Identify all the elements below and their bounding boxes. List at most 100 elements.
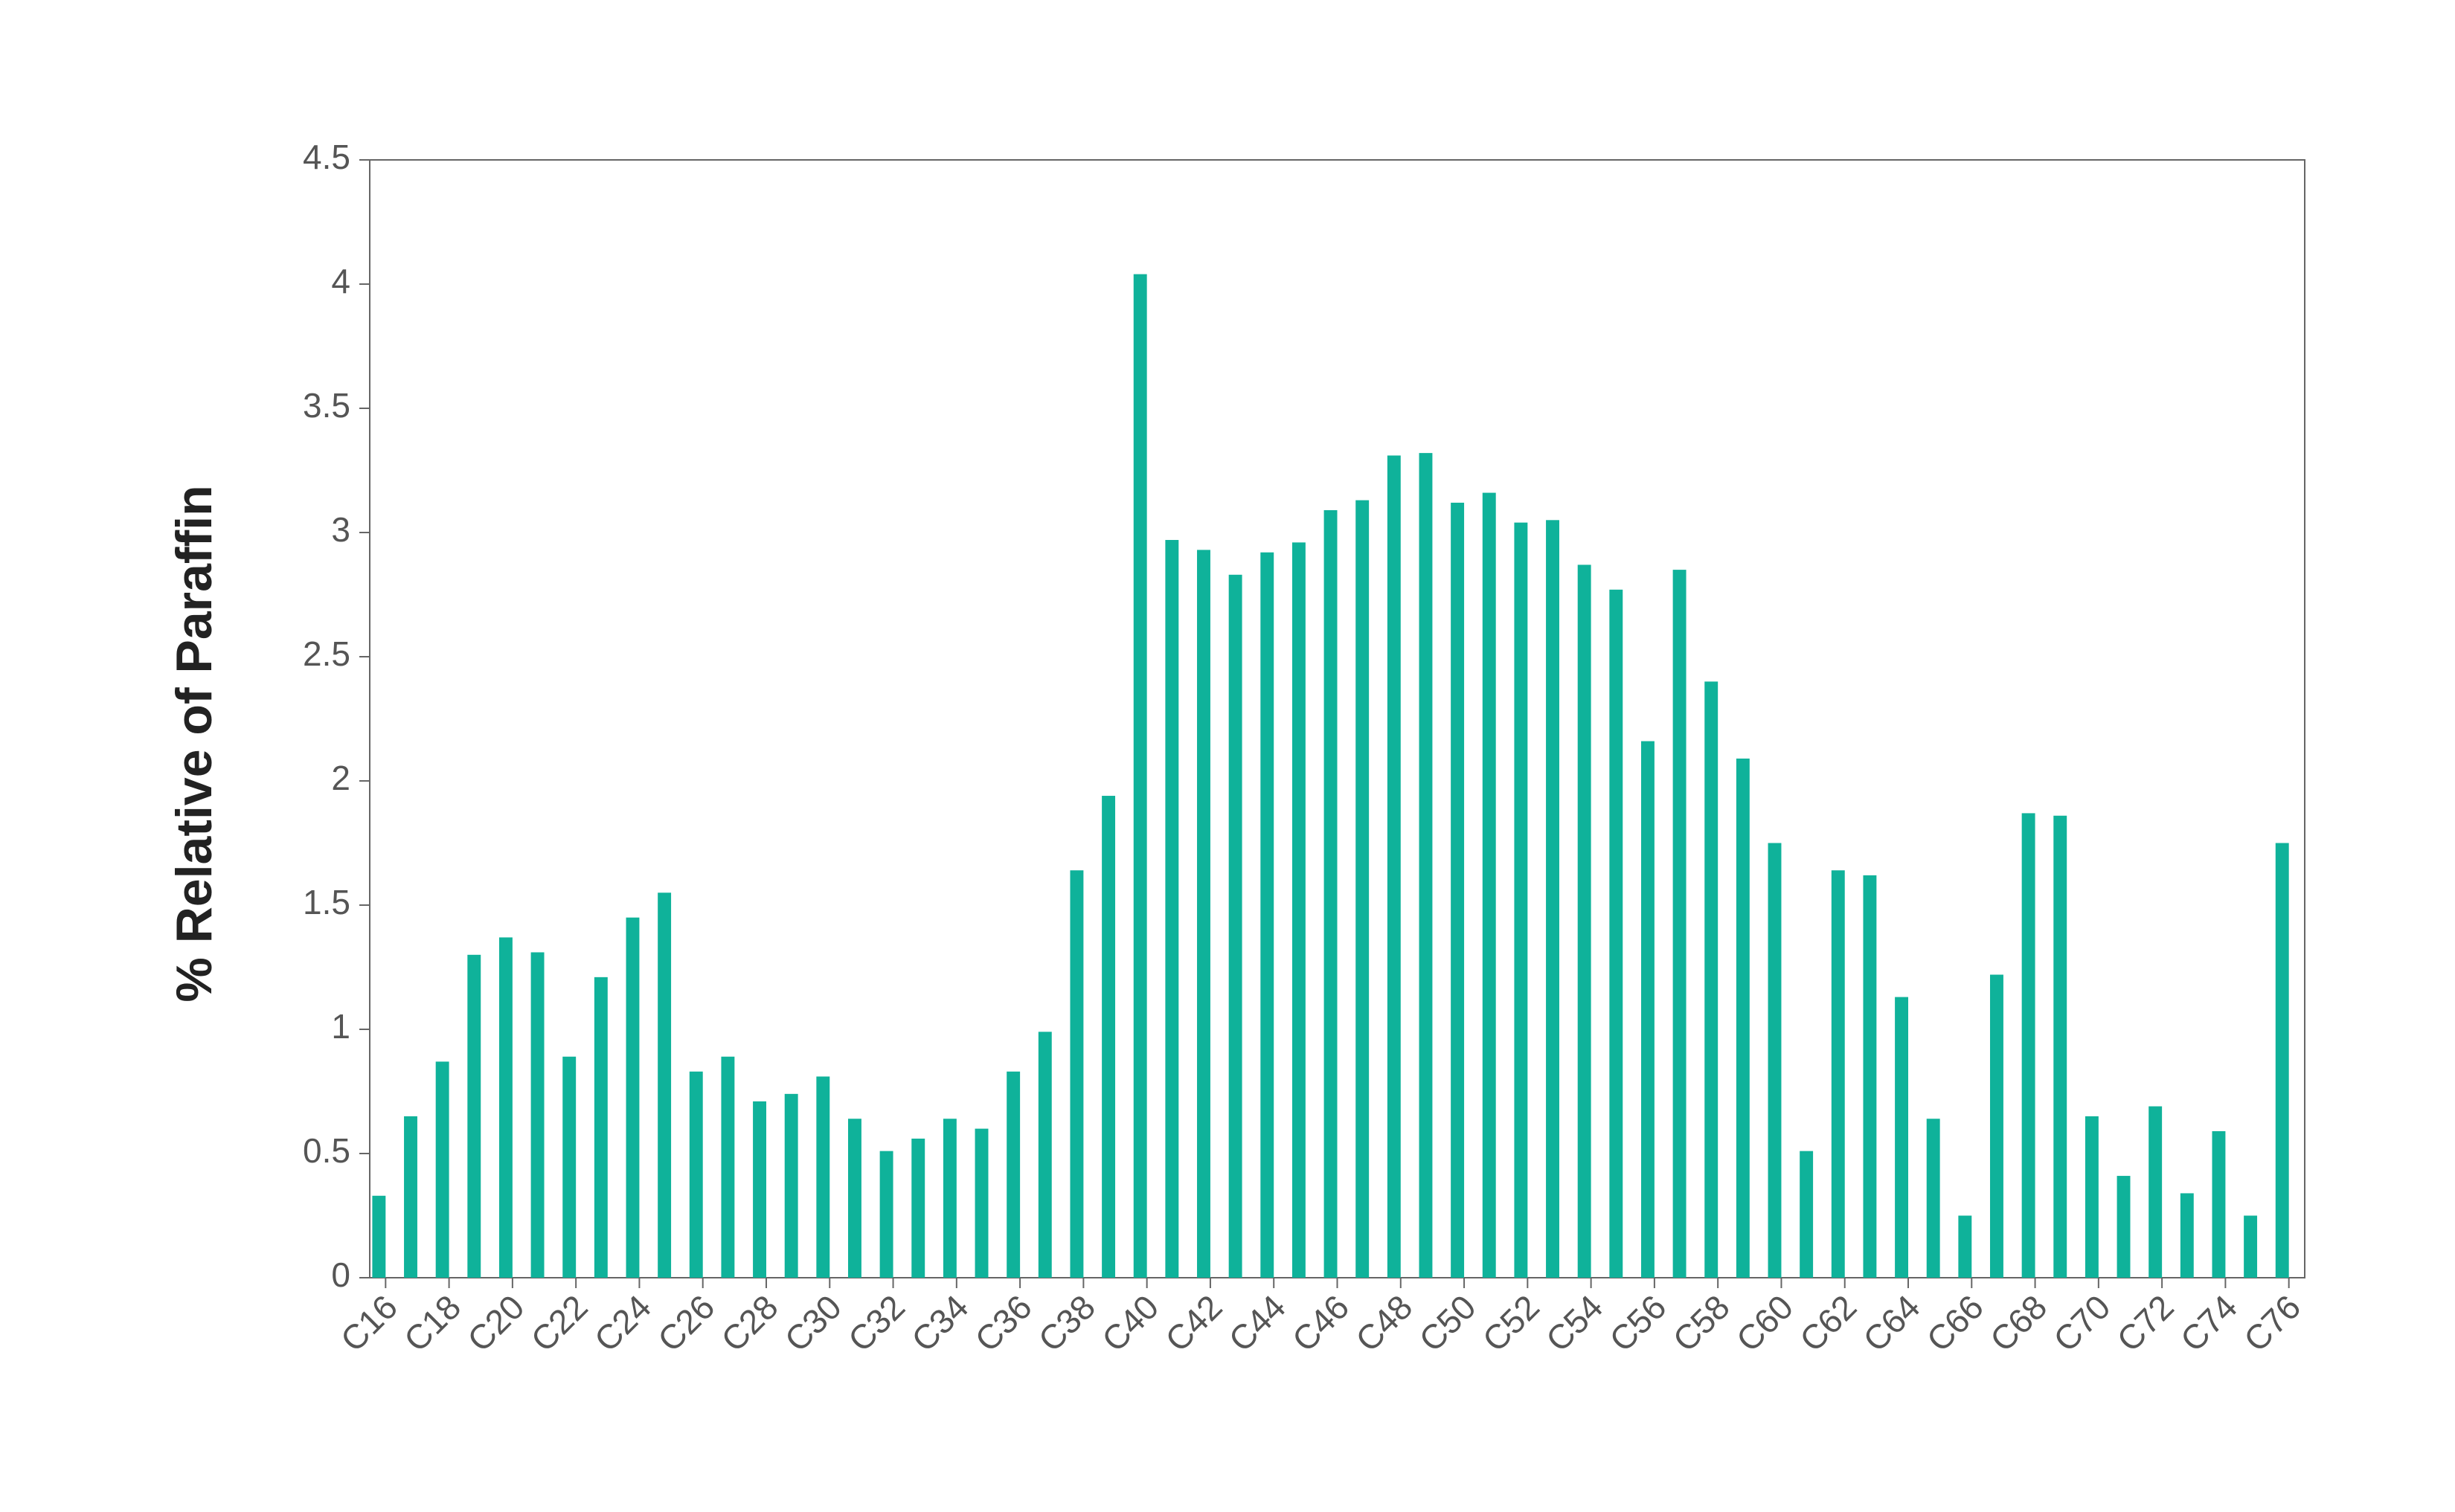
x-tick-label: C64 xyxy=(1855,1287,1927,1359)
bar xyxy=(594,977,608,1278)
bar xyxy=(753,1101,766,1278)
bar xyxy=(2244,1215,2258,1278)
bar xyxy=(1102,796,1116,1278)
y-tick-label: 3.5 xyxy=(303,386,350,425)
bar xyxy=(2117,1176,2131,1278)
bar xyxy=(2212,1130,2226,1278)
bar xyxy=(2085,1116,2099,1278)
bar xyxy=(1070,870,1084,1278)
y-tick-label: 4.5 xyxy=(303,138,350,176)
x-tick-label: C26 xyxy=(650,1287,722,1359)
x-tick-label: C50 xyxy=(1411,1287,1483,1359)
bar xyxy=(2053,815,2067,1278)
bar xyxy=(2180,1193,2194,1278)
x-tick-label: C54 xyxy=(1538,1287,1610,1359)
x-tick-label: C16 xyxy=(333,1287,405,1359)
bar xyxy=(1197,550,1210,1278)
bar xyxy=(1672,570,1687,1278)
bar xyxy=(911,1138,925,1278)
bar xyxy=(1577,564,1591,1278)
bar xyxy=(1609,589,1623,1278)
bar xyxy=(1419,453,1433,1278)
x-tick-label: C34 xyxy=(904,1287,975,1359)
bar xyxy=(1228,574,1242,1278)
bar xyxy=(1863,875,1877,1278)
bar xyxy=(530,952,545,1278)
x-tick-label: C66 xyxy=(1919,1287,1991,1359)
bar xyxy=(943,1119,957,1278)
bar xyxy=(1387,455,1401,1278)
bar xyxy=(1736,758,1750,1278)
x-tick-label: C72 xyxy=(2109,1287,2180,1359)
bar xyxy=(816,1076,830,1278)
y-axis-title: % Relative of Paraffin xyxy=(166,485,222,1002)
y-tick-label: 2 xyxy=(331,759,350,797)
x-tick-label: C18 xyxy=(397,1287,468,1359)
bar xyxy=(467,954,481,1278)
x-tick-label: C48 xyxy=(1348,1287,1419,1359)
x-tick-label: C28 xyxy=(713,1287,785,1359)
x-tick-label: C36 xyxy=(967,1287,1039,1359)
bar xyxy=(1514,522,1528,1278)
bar xyxy=(1323,509,1338,1278)
bar xyxy=(1482,492,1496,1278)
bar xyxy=(1007,1071,1021,1278)
bar xyxy=(372,1195,386,1278)
y-tick-label: 2.5 xyxy=(303,634,350,673)
x-tick-label: C62 xyxy=(1792,1287,1864,1359)
x-tick-label: C76 xyxy=(2236,1287,2308,1359)
bar xyxy=(848,1119,861,1278)
bar xyxy=(1165,540,1179,1278)
x-tick-label: C44 xyxy=(1221,1287,1292,1359)
bar xyxy=(1546,520,1559,1278)
bar xyxy=(1260,552,1274,1278)
bar xyxy=(879,1151,893,1278)
x-tick-label: C68 xyxy=(1983,1287,2054,1359)
bar xyxy=(498,937,513,1278)
bar xyxy=(562,1056,577,1278)
bar xyxy=(1800,1151,1814,1278)
bar xyxy=(1990,974,2003,1278)
bar xyxy=(1926,1119,1940,1278)
bar xyxy=(721,1056,735,1278)
x-tick-label: C60 xyxy=(1729,1287,1800,1359)
bar xyxy=(2275,843,2289,1278)
x-tick-label: C24 xyxy=(587,1287,658,1359)
x-tick-label: C52 xyxy=(1475,1287,1547,1359)
x-tick-label: C32 xyxy=(841,1287,912,1359)
x-tick-label: C38 xyxy=(1031,1287,1103,1359)
bar xyxy=(2148,1106,2163,1278)
bar xyxy=(1958,1215,1972,1278)
bar xyxy=(1291,542,1306,1278)
bar xyxy=(1704,681,1718,1278)
x-tick-label: C58 xyxy=(1665,1287,1736,1359)
bar xyxy=(2021,813,2035,1278)
bar xyxy=(1133,274,1147,1278)
y-tick-label: 0 xyxy=(331,1255,350,1294)
x-tick-label: C20 xyxy=(460,1287,531,1359)
x-tick-label: C56 xyxy=(1602,1287,1673,1359)
bar xyxy=(1895,997,1909,1278)
x-tick-label: C30 xyxy=(777,1287,848,1359)
bar xyxy=(1768,843,1782,1278)
y-tick-label: 4 xyxy=(331,262,350,300)
y-tick-label: 0.5 xyxy=(303,1131,350,1170)
bar xyxy=(1640,741,1655,1278)
bar xyxy=(658,892,672,1278)
y-tick-label: 1.5 xyxy=(303,883,350,921)
x-tick-label: C74 xyxy=(2173,1287,2244,1359)
bar xyxy=(1451,502,1465,1278)
bar xyxy=(784,1093,798,1278)
bar xyxy=(404,1116,417,1278)
x-tick-label: C70 xyxy=(2046,1287,2117,1359)
bar xyxy=(1355,500,1370,1278)
x-tick-label: C42 xyxy=(1158,1287,1229,1359)
x-tick-label: C40 xyxy=(1094,1287,1166,1359)
bar xyxy=(975,1128,989,1278)
bar xyxy=(1831,870,1845,1278)
x-tick-label: C22 xyxy=(523,1287,594,1359)
bar xyxy=(435,1061,449,1278)
bar xyxy=(626,917,640,1278)
